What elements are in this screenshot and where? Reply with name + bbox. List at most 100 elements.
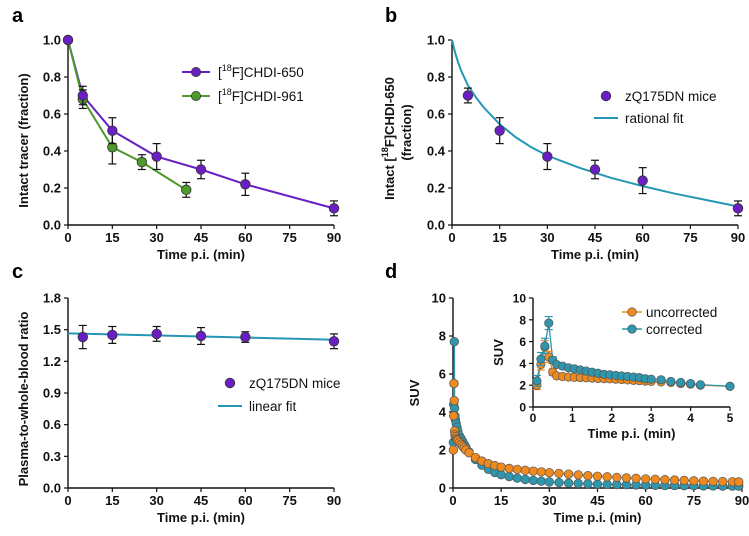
- data-point: [520, 474, 530, 485]
- data-point: [328, 336, 340, 347]
- x-tick-label: 75: [683, 230, 697, 245]
- data-point: [554, 468, 564, 479]
- y-tick-label: 0.6: [43, 107, 61, 122]
- x-tick-label: 0: [64, 493, 71, 508]
- legend-label-part: 18: [222, 63, 232, 73]
- y-tick-label: 0.0: [43, 218, 61, 233]
- data-point: [637, 175, 648, 186]
- legend-label: rational fit: [625, 111, 684, 126]
- x-tick-label: 45: [588, 230, 602, 245]
- x-tick-label: 90: [735, 493, 749, 508]
- data-point: [136, 156, 148, 168]
- y-axis-label: Plasma-to-whole-blood ratio: [16, 312, 31, 487]
- y-axis-label-part: F]CHDI-650: [382, 77, 397, 147]
- x-tick-label: 90: [731, 230, 745, 245]
- data-point: [536, 354, 546, 364]
- y-tick-label: 8: [519, 313, 526, 327]
- data-point: [544, 467, 554, 478]
- inset-background: [495, 290, 744, 447]
- y-tick-label: 2: [519, 379, 526, 393]
- data-point: [666, 376, 676, 386]
- data-point: [542, 151, 553, 162]
- panel-d-inset-axes: 0 1 2 3 4 5 0 2 4 6 8 10 Time p.i. (min) SUV uncorrect…: [491, 292, 735, 441]
- data-point: [532, 376, 542, 386]
- y-tick-label: 1.0: [43, 33, 61, 48]
- y-tick-label: 0.6: [427, 107, 445, 122]
- panel-label-a: a: [12, 5, 24, 27]
- y-axis-label: SUV: [491, 339, 506, 366]
- x-tick-label: 0: [448, 230, 455, 245]
- data-point: [725, 381, 735, 391]
- legend-marker: [190, 67, 201, 78]
- y-tick-label: 1.8: [43, 291, 61, 306]
- data-point: [544, 477, 554, 487]
- data-point: [528, 475, 538, 486]
- x-tick-label: 60: [638, 493, 652, 508]
- x-tick-label: 15: [494, 493, 508, 508]
- data-point: [464, 448, 474, 458]
- panel-c-axes: 0 15 30 45 60 75 90 0.0 0.3 0.6 0.9 1.2 1.5 1.8 Time p…: [16, 291, 341, 526]
- data-point: [686, 379, 696, 389]
- y-tick-label: 0.2: [427, 181, 445, 196]
- data-point: [528, 466, 538, 476]
- series-line: [451, 39, 739, 208]
- data-point: [328, 203, 340, 214]
- x-tick-label: 15: [105, 493, 119, 508]
- legend-marker: [190, 91, 201, 102]
- x-tick-label: 5: [727, 411, 734, 425]
- x-axis-label: Time p.i. (min): [157, 510, 245, 525]
- y-axis-label: Intact tracer (fraction): [16, 73, 31, 207]
- x-tick-label: 90: [327, 493, 341, 508]
- panel-label-b: b: [385, 5, 397, 27]
- data-point: [449, 337, 459, 347]
- data-point: [62, 34, 74, 46]
- panel-label-d: d: [385, 261, 397, 283]
- y-tick-label: 1.0: [427, 33, 445, 48]
- x-axis-label: Time p.i. (min): [554, 510, 642, 525]
- data-point: [646, 374, 656, 384]
- data-point: [669, 475, 680, 485]
- y-axis-label: SUV: [407, 379, 422, 406]
- x-tick-label: 3: [648, 411, 655, 425]
- data-point: [540, 341, 550, 351]
- legend-label: linear fit: [249, 399, 297, 414]
- x-tick-label: 30: [540, 230, 554, 245]
- y-tick-label: 10: [432, 291, 446, 306]
- y-tick-label: 6: [439, 367, 446, 382]
- legend-label: uncorrected: [646, 305, 717, 320]
- y-tick-label: 0.0: [43, 481, 61, 496]
- data-point: [689, 476, 699, 486]
- x-axis-label: Time p.i. (min): [551, 247, 639, 262]
- x-tick-label: 60: [238, 230, 252, 245]
- data-point: [583, 471, 593, 481]
- y-tick-label: 1.5: [43, 322, 61, 337]
- y-tick-label: 2: [439, 443, 446, 458]
- data-point: [592, 479, 603, 489]
- data-point: [536, 476, 546, 486]
- x-axis-label: Time p.i. (min): [588, 426, 676, 441]
- data-point: [583, 479, 593, 489]
- x-tick-label: 30: [542, 493, 556, 508]
- panel-b-axes: 0 15 30 45 60 75 90 0.0 0.2 0.4 0.6 0.8 1.0 Time p.i.…: [380, 33, 745, 263]
- legend-label: [18F]CHDI-961: [218, 87, 304, 104]
- legend-label: zQ175DN mice: [249, 376, 341, 391]
- y-tick-label: 0.8: [43, 70, 61, 85]
- x-tick-label: 45: [590, 493, 604, 508]
- legend-marker: [627, 324, 637, 334]
- data-point: [448, 411, 459, 421]
- data-point: [449, 378, 459, 389]
- legend-marker: [224, 377, 236, 389]
- x-tick-label: 90: [327, 230, 341, 245]
- y-tick-label: 0: [439, 481, 446, 496]
- data-point: [151, 151, 162, 162]
- series-line: [67, 39, 187, 191]
- y-tick-label: 0.6: [43, 417, 61, 432]
- x-tick-label: 15: [492, 230, 506, 245]
- x-tick-label: 75: [687, 493, 701, 508]
- x-tick-label: 15: [105, 230, 119, 245]
- data-point: [589, 164, 601, 175]
- data-point: [181, 184, 192, 196]
- legend-label: zQ175DN mice: [625, 89, 717, 104]
- data-point: [631, 473, 641, 483]
